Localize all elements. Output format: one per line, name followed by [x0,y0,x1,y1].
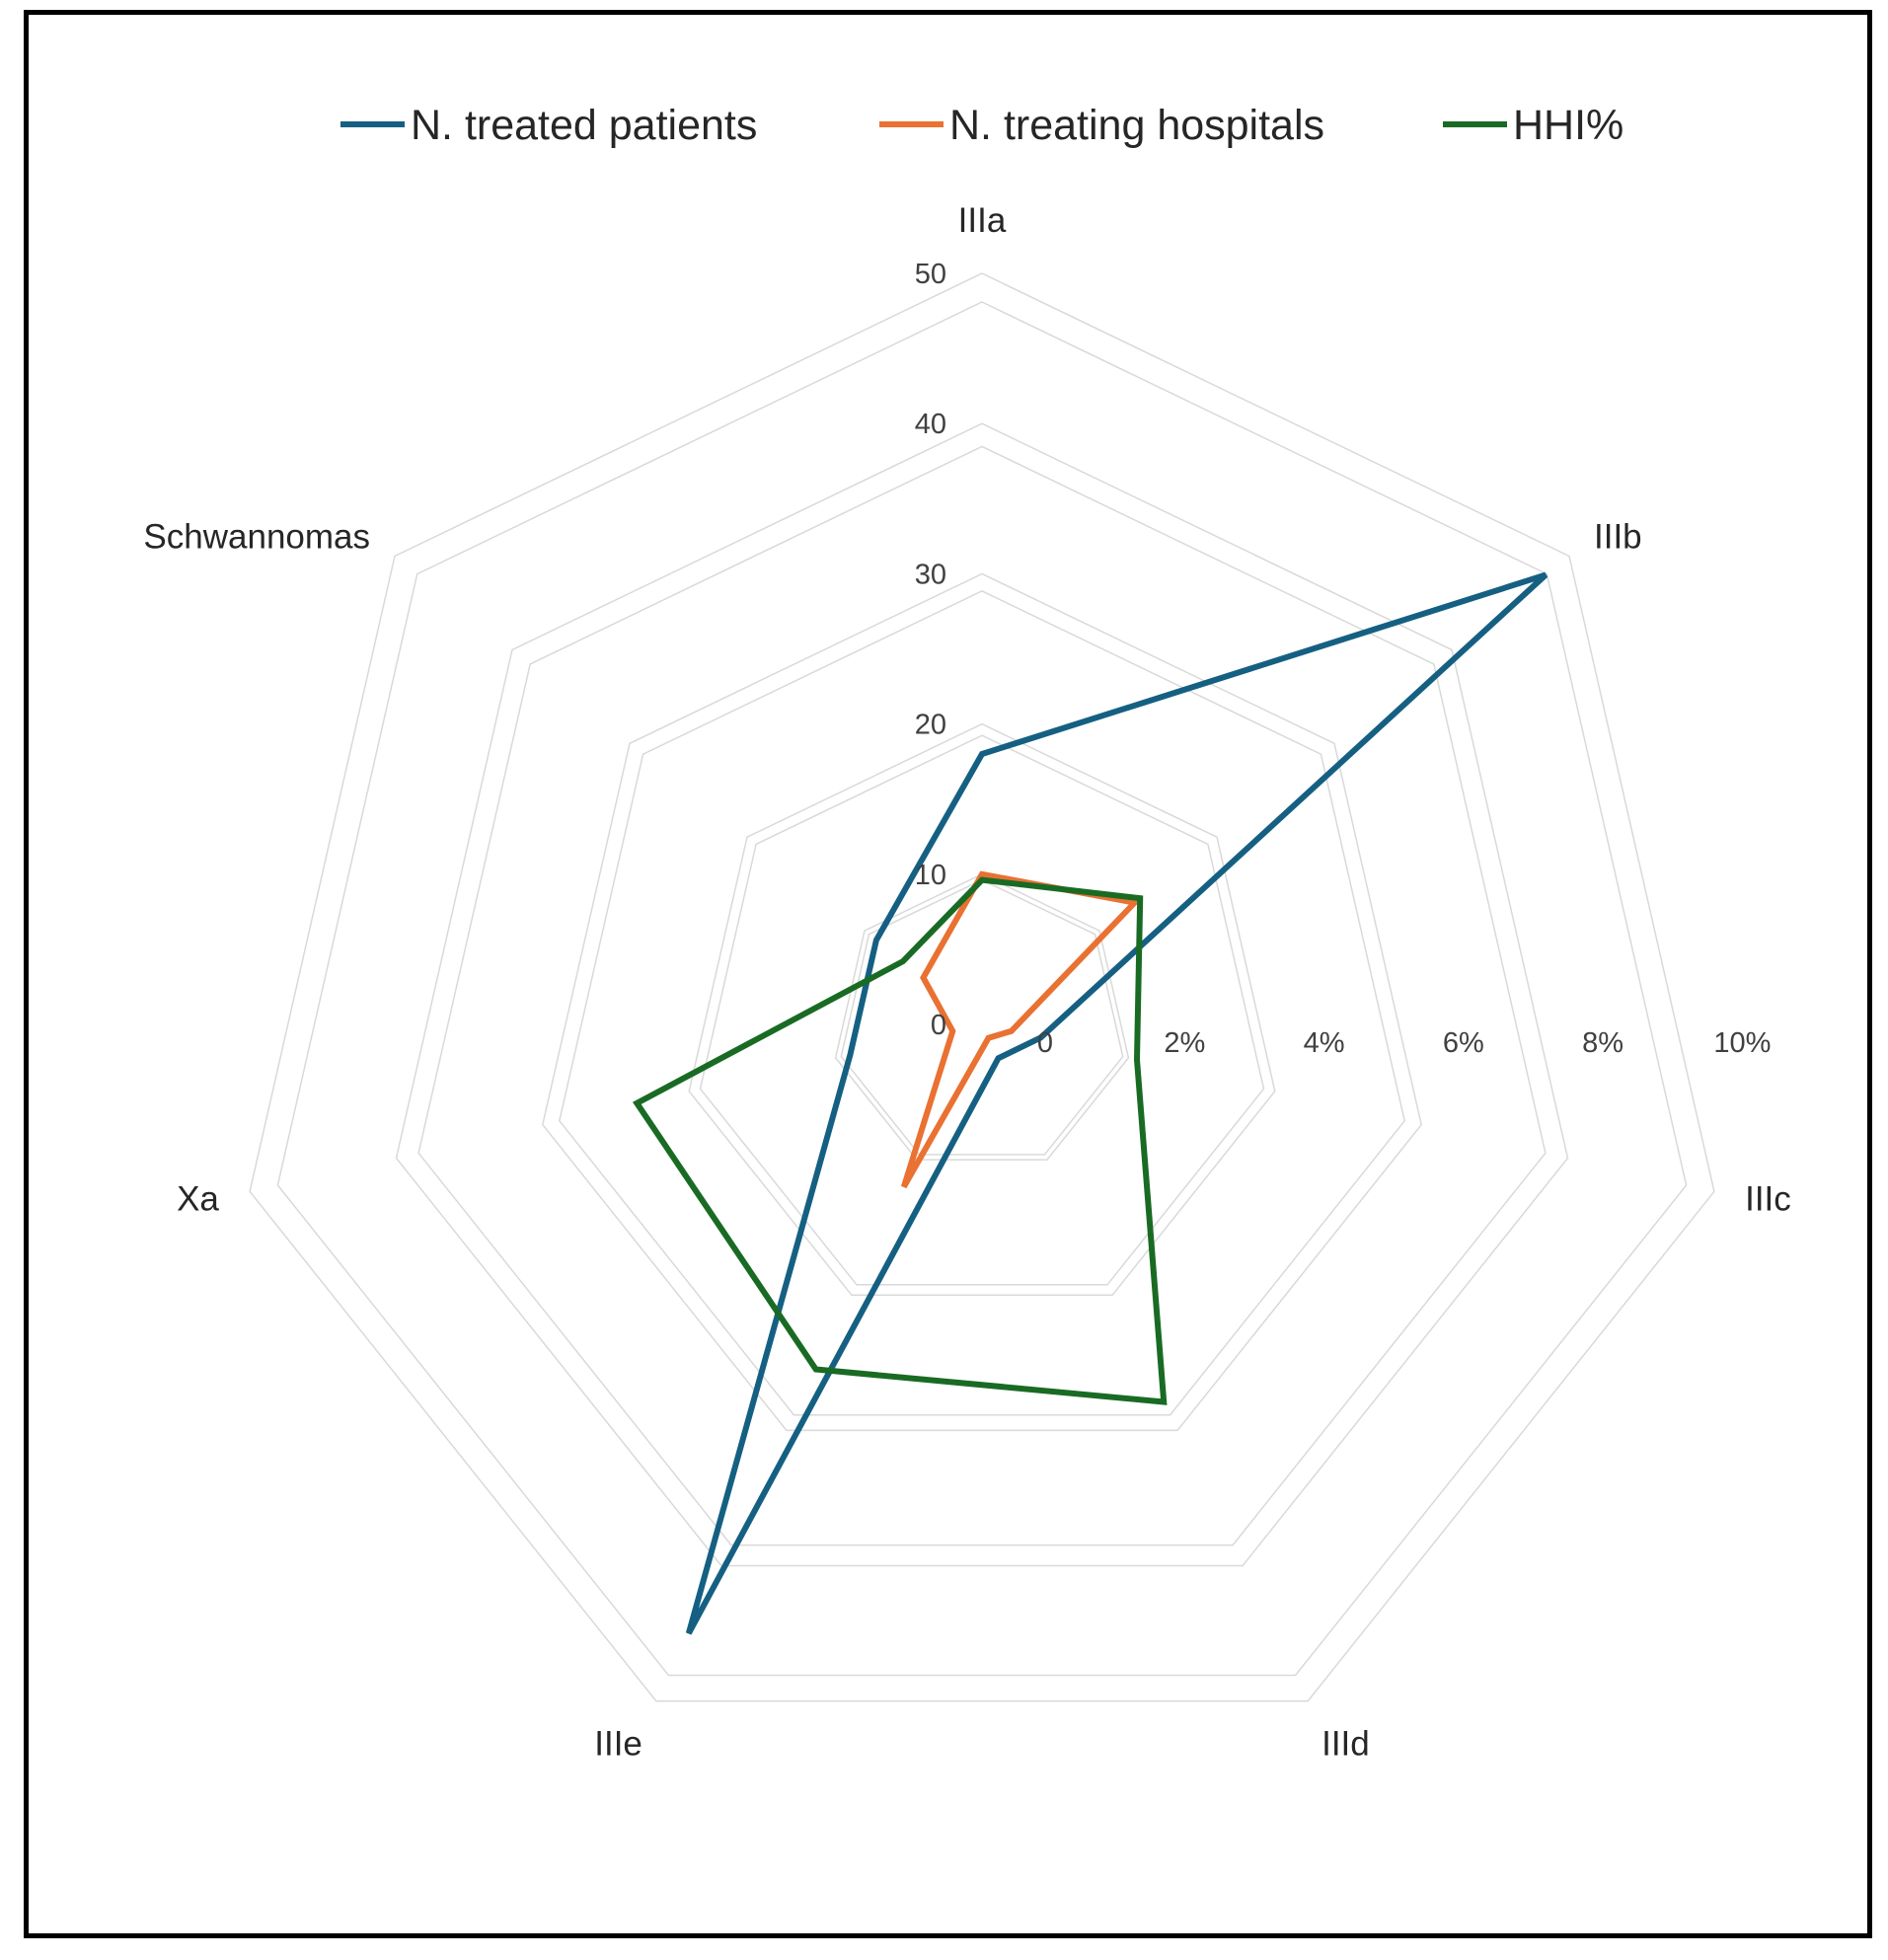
tick-label-primary: 40 [915,409,946,440]
grid-ring-secondary [699,734,1265,1286]
chart-frame: 0 10 20 30 40 50 0 2% 4% 6% 8% 10% IIIa IIIb IIIc IIId… [24,10,1872,1938]
tick-label-primary: 0 [931,1010,946,1041]
category-label-iiie: IIIe [594,1725,642,1764]
category-labels: IIIa IIIb IIIc IIId IIIe Xa Schwannomas [143,201,1790,1764]
tick-label-secondary: 6% [1443,1027,1484,1059]
tick-label-secondary: 8% [1582,1027,1624,1059]
tick-label-primary: 10 [915,860,946,891]
series-line-n-treating-hospitals [900,870,1141,1189]
grid-ring-secondary [276,301,1688,1677]
legend-item-treated-patients: N. treated patients [340,102,757,149]
legend-label: N. treating hospitals [949,102,1324,149]
grid-ring-primary [249,272,1715,1702]
legend: N. treated patients N. treating hospital… [340,102,1624,149]
legend-item-treating-hospitals: N. treating hospitals [879,102,1324,149]
grid-ring-secondary [840,878,1124,1156]
tick-label-primary: 50 [915,259,946,290]
category-label-schwannomas: Schwannomas [143,518,370,557]
series-lines [632,571,1548,1635]
tick-label-secondary: 4% [1304,1027,1345,1059]
grid [249,272,1715,1702]
grid-ring-secondary [558,589,1406,1416]
grid-ring-primary [541,572,1423,1432]
category-label-iiib: IIIb [1594,518,1642,557]
tick-label-primary: 30 [915,559,946,590]
grid-ring-primary [688,722,1276,1297]
tick-label-secondary: 0 [1037,1027,1053,1059]
grid-ring-secondary [417,445,1547,1546]
tick-label-secondary: 10% [1713,1027,1771,1059]
category-label-iiic: IIIc [1745,1180,1791,1219]
series-line-n-treated-patients [685,571,1548,1635]
series-line-hhi [632,876,1168,1405]
radar-chart: 0 10 20 30 40 50 0 2% 4% 6% 8% 10% IIIa IIIb IIIc IIId… [143,102,1790,1764]
tick-label-secondary: 2% [1164,1027,1205,1059]
legend-label: N. treated patients [411,102,757,149]
grid-ring-primary [395,422,1569,1567]
legend-label: HHI% [1513,102,1624,149]
legend-item-hhi: HHI% [1443,102,1624,149]
tick-label-primary: 20 [915,710,946,741]
category-label-xa: Xa [177,1180,219,1219]
tick-labels: 0 10 20 30 40 50 0 2% 4% 6% 8% 10% [915,259,1772,1059]
grid-ring-primary [834,872,1130,1161]
category-label-iiia: IIIa [958,201,1007,240]
category-label-iiid: IIId [1322,1725,1370,1764]
